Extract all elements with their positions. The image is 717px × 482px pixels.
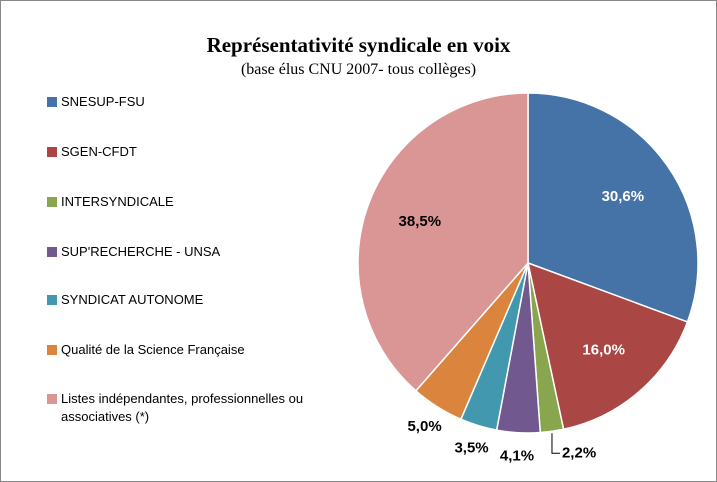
pie-slice [357,92,529,392]
chart-subtitle: (base élus CNU 2007- tous collèges) [240,61,477,78]
legend-swatch [47,295,57,305]
legend-label: SNESUP-FSU [61,94,145,109]
legend-swatch [47,345,57,355]
legend-swatch [47,97,57,107]
legend-label: Qualité de la Science Française [61,342,245,357]
data-label: 30,6% [602,188,645,205]
legend-item: INTERSYNDICALE [47,193,331,211]
legend-item: SYNDICAT AUTONOME [47,291,331,309]
legend-item: SUP'RECHERCHE - UNSA [47,243,331,261]
data-label: 5,0% [407,418,441,435]
data-label: 3,5% [454,439,488,456]
data-label: 2,2% [562,444,596,461]
legend-label: Listes indépendantes, professionnelles o… [61,391,304,424]
data-label: 16,0% [582,341,625,358]
legend-label: SUP'RECHERCHE - UNSA [61,244,221,259]
pie-slice [527,92,699,323]
data-label: 38,5% [399,213,442,230]
legend-item: Qualité de la Science Française [47,341,331,359]
leader-line [551,433,560,454]
pie-slice [526,261,689,431]
legend-label: INTERSYNDICALE [61,194,174,209]
legend-item: SNESUP-FSU [47,93,331,111]
legend-swatch [47,147,57,157]
legend-item: Listes indépendantes, professionnelles o… [47,390,331,426]
legend-label: SYNDICAT AUTONOME [61,292,204,307]
data-label: 4,1% [500,447,534,464]
legend-item: SGEN-CFDT [47,143,331,161]
legend-swatch [47,197,57,207]
legend-label: SGEN-CFDT [61,144,137,159]
legend-swatch [47,394,57,404]
legend-swatch [47,247,57,257]
chart-title: Représentativité syndicale en voix [206,33,511,57]
